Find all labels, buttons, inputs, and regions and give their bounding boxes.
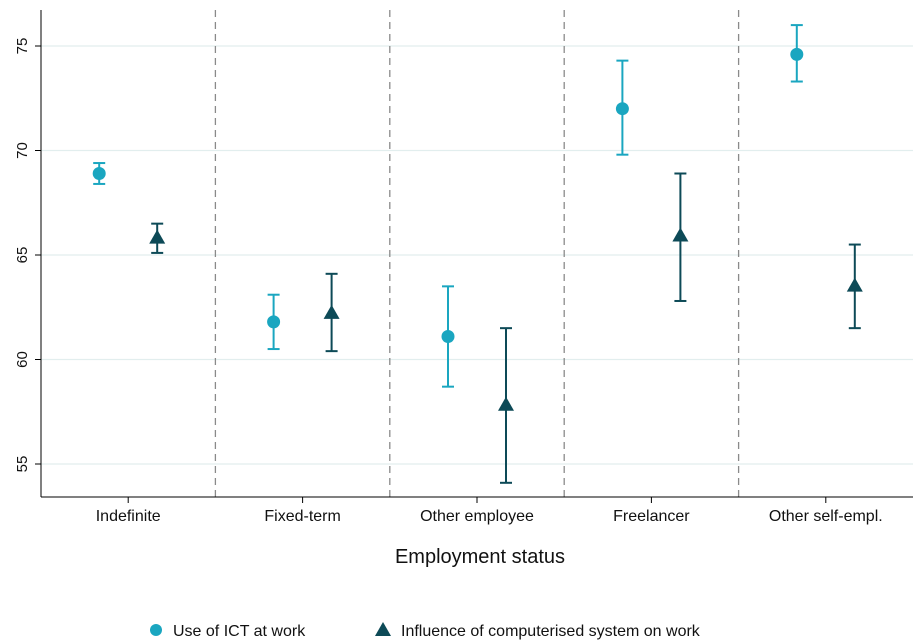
data-point-circle [267,315,281,329]
gridlines [41,45,913,465]
x-tick-label: Freelancer [613,508,690,525]
data-point-triangle [149,229,166,244]
y-tick-label: 65 [14,247,31,264]
y-tick-label: 75 [14,38,31,55]
legend: Use of ICT at work Influence of computeri… [150,622,701,640]
axes [40,10,913,498]
data-point-triangle [323,304,340,319]
legend-marker-triangle [375,622,391,636]
data-point-circle [790,47,804,61]
y-ticks: 55 60 65 70 75 [14,38,41,473]
y-tick-label: 70 [14,142,31,159]
legend-marker-circle [150,624,162,636]
data-marks [92,24,863,484]
x-tick-label: Fixed-term [264,508,340,525]
x-ticks: Indefinite Fixed-term Other employee Freela… [96,497,883,525]
category-separators [214,10,740,497]
data-point-circle [615,102,629,116]
y-tick-label: 60 [14,351,31,368]
x-tick-label: Other self-empl. [769,508,883,525]
data-point-triangle [846,277,863,292]
x-axis-title: Employment status [395,546,565,568]
x-tick-label: Indefinite [96,508,161,525]
data-point-triangle [498,396,514,411]
data-point-circle [441,330,455,344]
data-point-circle [92,166,106,180]
legend-label: Influence of computerised system on work [401,623,701,640]
legend-label: Use of ICT at work [173,623,306,640]
y-tick-label: 55 [14,456,31,473]
data-point-triangle [672,227,689,242]
x-tick-label: Other employee [420,508,534,525]
